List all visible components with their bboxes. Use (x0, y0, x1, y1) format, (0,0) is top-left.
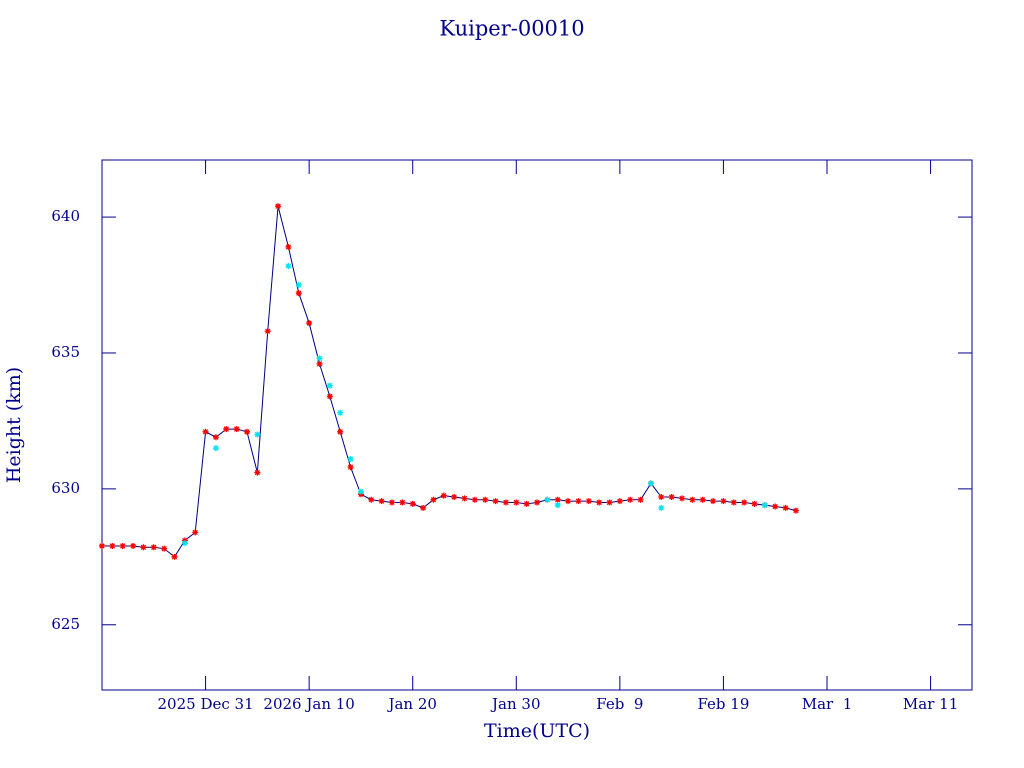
data-point (119, 542, 126, 549)
data-point (440, 492, 447, 499)
x-tick-label: Mar 1 (802, 695, 853, 713)
data-point (658, 504, 665, 511)
data-point (192, 529, 199, 536)
data-point (150, 544, 157, 551)
data-point (679, 495, 685, 502)
data-point (316, 360, 323, 367)
data-point (254, 469, 261, 476)
data-point (772, 503, 779, 510)
data-point (337, 409, 344, 416)
data-point (347, 464, 354, 471)
data-point (99, 542, 105, 549)
data-point (171, 553, 178, 560)
data-point (616, 498, 623, 505)
y-tick-label: 640 (51, 207, 80, 225)
x-tick-label: Feb 19 (697, 695, 749, 713)
data-point (326, 382, 333, 389)
data-point (161, 545, 168, 552)
y-axis-label: Height (km) (3, 367, 25, 483)
data-point (792, 507, 799, 514)
y-tick-label: 625 (51, 615, 80, 633)
data-point (689, 496, 696, 503)
data-point (492, 498, 499, 505)
data-point (264, 328, 271, 335)
data-point (212, 445, 219, 452)
data-point (130, 542, 137, 549)
data-point (730, 499, 737, 506)
data-point (233, 426, 240, 433)
data-point (451, 494, 458, 501)
y-tick-label: 630 (51, 479, 80, 497)
series-line (102, 206, 797, 558)
y-tick-label: 635 (51, 343, 80, 361)
data-point (523, 500, 530, 507)
data-point (109, 542, 116, 549)
data-point (699, 496, 706, 503)
data-point (554, 496, 561, 503)
data-point (461, 495, 468, 502)
data-point (585, 498, 592, 505)
x-tick-label: Jan 20 (386, 695, 436, 713)
data-point (254, 431, 261, 438)
data-point (223, 426, 230, 433)
data-point (596, 499, 603, 506)
data-point (761, 502, 768, 509)
data-point (544, 496, 551, 503)
data-point (181, 540, 188, 547)
data-point (140, 544, 147, 551)
data-point (378, 498, 385, 505)
data-point (534, 499, 540, 506)
data-point (751, 500, 758, 507)
data-point (627, 496, 634, 503)
data-point (575, 498, 582, 505)
data-point (471, 496, 478, 503)
data-point (337, 428, 344, 435)
data-point (782, 504, 789, 511)
data-point (212, 434, 219, 441)
data-point (513, 499, 520, 506)
data-point (275, 203, 282, 210)
data-point (295, 282, 302, 289)
data-point (306, 320, 313, 327)
data-point (710, 498, 717, 505)
data-point (295, 290, 302, 297)
data-point (347, 455, 354, 462)
data-point (430, 496, 437, 503)
data-point (316, 355, 323, 362)
data-point (720, 498, 727, 505)
data-point (658, 494, 665, 501)
data-point (482, 496, 489, 503)
x-tick-label: 2026 Jan 10 (263, 695, 354, 713)
data-point (606, 499, 613, 506)
data-point (244, 428, 250, 435)
data-point (637, 496, 644, 503)
data-point (285, 263, 292, 269)
data-point (741, 499, 748, 506)
data-point (668, 494, 675, 501)
data-point (202, 428, 209, 435)
plot-frame (101, 159, 973, 691)
data-point (647, 480, 654, 487)
data-point (420, 504, 427, 511)
data-point (326, 393, 333, 400)
x-axis-label: Time(UTC) (484, 720, 590, 742)
x-tick-label: Mar 11 (903, 695, 958, 713)
data-point (368, 496, 375, 503)
data-point (399, 499, 406, 506)
x-tick-label: Jan 30 (490, 695, 540, 713)
data-point (554, 502, 561, 509)
x-tick-label: 2025 Dec 31 (158, 695, 254, 713)
data-point (285, 243, 292, 250)
data-point (565, 498, 572, 505)
data-point (357, 488, 364, 495)
x-tick-label: Feb 9 (596, 695, 643, 713)
data-point (502, 499, 509, 506)
chart-title: Kuiper-00010 (439, 17, 584, 41)
data-point (389, 499, 395, 506)
data-point (409, 500, 416, 507)
